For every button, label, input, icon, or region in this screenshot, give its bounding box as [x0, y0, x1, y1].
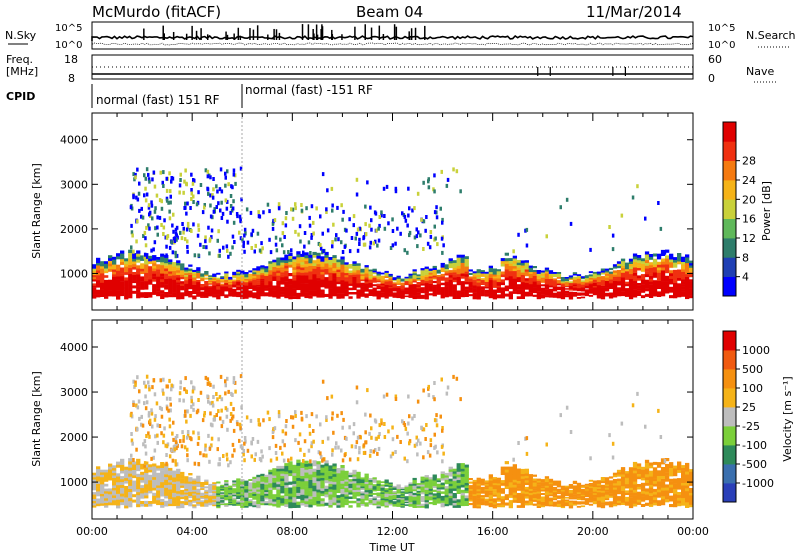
colorbar-swatch [723, 276, 736, 297]
colorbar-swatch [723, 369, 736, 389]
y-tick-label: 1000 [60, 476, 88, 489]
x-tick-label: 20:00 [577, 525, 609, 538]
y-tick-label: 4000 [60, 341, 88, 354]
y-tick-label: 2000 [60, 223, 88, 236]
colorbar-tick-label: 28 [742, 155, 756, 168]
radar-title: McMurdo (fitACF) [92, 3, 221, 21]
colorbar-swatch [723, 350, 736, 370]
cpid-label: CPID [6, 90, 35, 103]
x-tick-label: 04:00 [176, 525, 208, 538]
velocity-colorbar-label: Velocity [m s⁻¹] [781, 376, 794, 461]
colorbar-swatch [723, 483, 736, 503]
nsky-tick-high: 10^5 [55, 23, 82, 34]
colorbar-tick-label: 25 [742, 401, 756, 414]
colorbar-swatch [723, 464, 736, 484]
nsky-tick-low: 10^0 [55, 40, 82, 51]
velocity-colorbar: 1000 500 100 25 -25 -100 -500 -1000 [722, 330, 774, 503]
colorbar-swatch [723, 331, 736, 351]
power-colorbar: 4 8 12 16 20 24 28 [722, 121, 756, 297]
cpid-segment-1: normal (fast) 151 RF [96, 93, 220, 107]
x-tick-label: 16:00 [477, 525, 509, 538]
nsearch-label: N.Search [746, 29, 796, 42]
nave-tick-high: 60 [708, 53, 722, 66]
y-tick-label: 2000 [60, 431, 88, 444]
colorbar-tick-label: -100 [742, 439, 767, 452]
power-panel: 1000 2000 3000 4000 Slant Range [km] 4 8 12 16… [30, 112, 773, 311]
velocity-ylabel: Slant Range [km] [30, 371, 43, 467]
freq-label: Freq. [6, 53, 33, 66]
colorbar-tick-label: 8 [742, 251, 749, 264]
x-tick-label: 12:00 [377, 525, 409, 538]
freq-panel: Freq. [MHz] 18 8 60 0 Nave [6, 53, 776, 85]
colorbar-tick-label: 500 [742, 363, 763, 376]
x-tick-label: 00:00 [76, 525, 108, 538]
colorbar-swatch [723, 257, 736, 277]
y-tick-label: 4000 [60, 134, 88, 147]
x-axis-label: Time UT [368, 541, 414, 554]
colorbar-tick-label: -500 [742, 458, 767, 471]
cpid-segment-2: normal (fast) -151 RF [245, 83, 373, 97]
nave-tick-low: 0 [708, 72, 715, 85]
colorbar-swatch [723, 160, 736, 181]
colorbar-tick-label: 16 [742, 213, 756, 226]
nave-label: Nave [746, 65, 774, 78]
nsky-panel: N.Sky 10^5 10^0 10^5 10^0 N.Search [5, 21, 796, 51]
colorbar-swatch [723, 238, 736, 258]
y-tick-label: 3000 [60, 386, 88, 399]
colorbar-tick-label: 1000 [742, 344, 770, 357]
velocity-panel: 1000 2000 3000 4000 00:00 04:00 08:00 12:00 16:0… [30, 319, 794, 554]
colorbar-tick-label: -1000 [742, 477, 774, 490]
date-title: 11/Mar/2014 [586, 3, 682, 21]
colorbar-swatch [723, 407, 736, 427]
colorbar-tick-label: 4 [742, 271, 749, 284]
colorbar-tick-label: 100 [742, 382, 763, 395]
y-tick-label: 1000 [60, 267, 88, 280]
colorbar-tick-label: 20 [742, 193, 756, 206]
freq-unit: [MHz] [6, 65, 38, 78]
nsky-label: N.Sky [5, 29, 37, 42]
x-tick-label: 08:00 [276, 525, 308, 538]
colorbar-swatch [723, 388, 736, 408]
power-ylabel: Slant Range [km] [30, 163, 43, 259]
colorbar-swatch [723, 122, 736, 142]
nsearch-tick-low: 10^0 [708, 40, 735, 51]
colorbar-swatch [723, 445, 736, 465]
colorbar-swatch [723, 426, 736, 446]
colorbar-swatch [723, 141, 736, 161]
colorbar-tick-label: 12 [742, 232, 756, 245]
x-tick-label: 00:00 [677, 525, 709, 538]
colorbar-swatch [723, 218, 736, 239]
freq-tick-low: 8 [68, 72, 75, 85]
nsearch-tick-high: 10^5 [708, 23, 735, 34]
colorbar-tick-label: -25 [742, 420, 760, 433]
colorbar-swatch [723, 180, 736, 200]
y-tick-label: 3000 [60, 178, 88, 191]
cpid-panel: CPID normal (fast) 151 RF normal (fast) … [6, 83, 373, 108]
colorbar-swatch [723, 199, 736, 219]
colorbar-tick-label: 24 [742, 174, 756, 187]
freq-tick-high: 18 [64, 53, 78, 66]
power-colorbar-label: Power [dB] [760, 181, 773, 241]
beam-title: Beam 04 [356, 3, 423, 21]
